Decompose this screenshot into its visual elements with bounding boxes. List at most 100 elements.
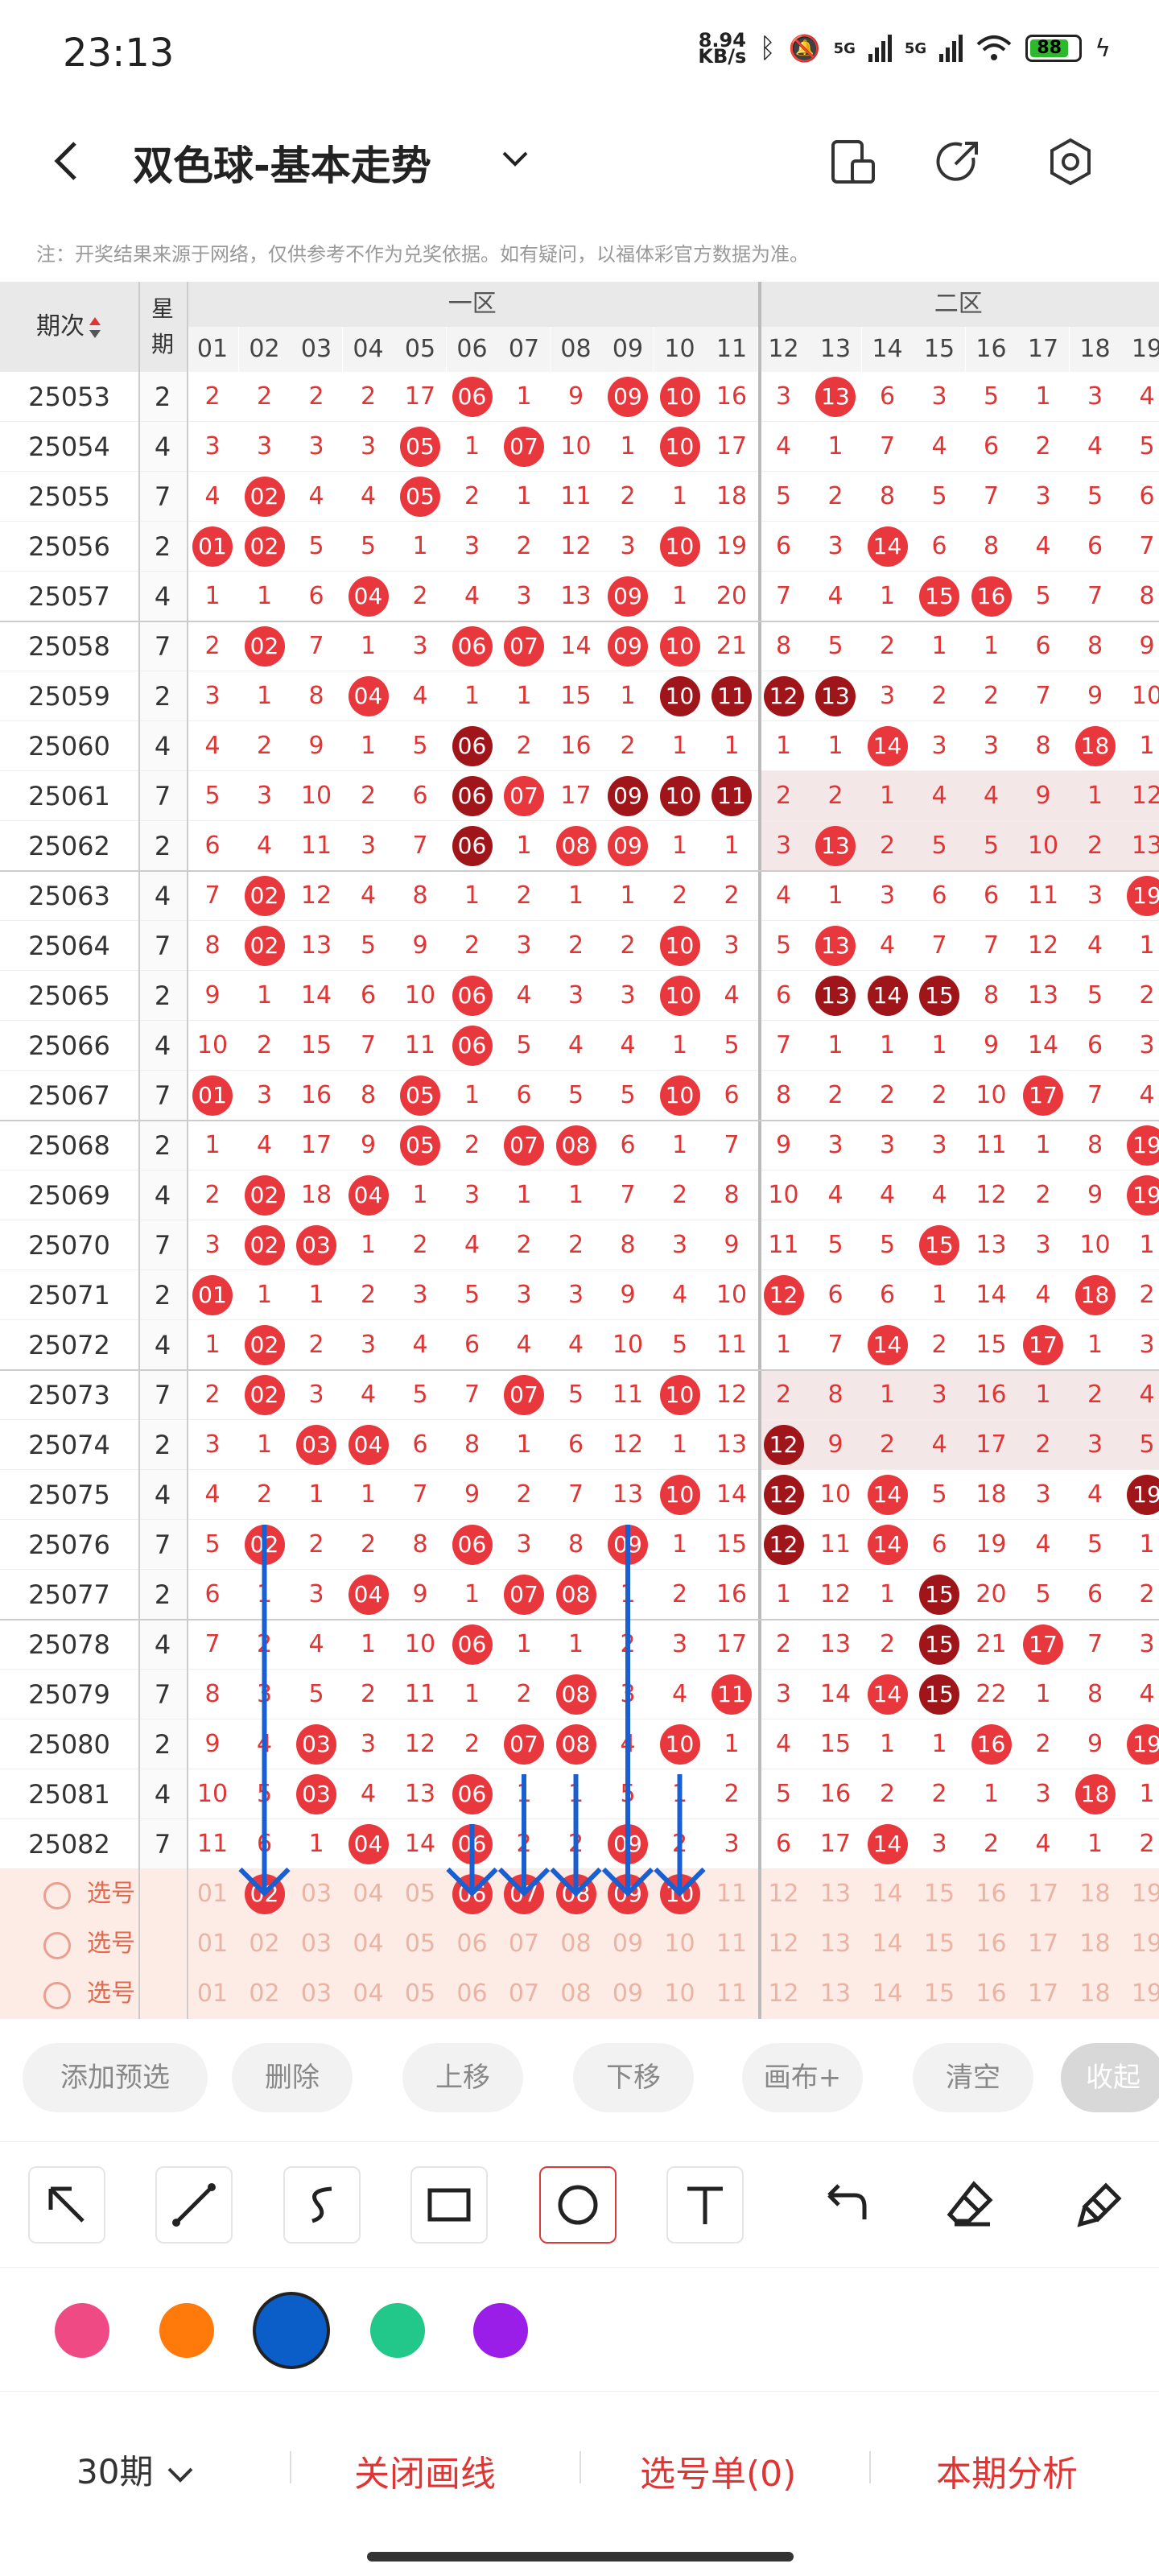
pick-number[interactable]: 15 (923, 1979, 955, 2008)
delete-button[interactable]: 删除 (232, 2043, 353, 2112)
color-swatch[interactable] (55, 2303, 109, 2358)
pick-number[interactable]: 18 (1079, 1880, 1111, 1908)
pick-number[interactable]: 10 (664, 1979, 695, 2008)
pick-number[interactable]: 09 (612, 1979, 644, 2008)
collapse-button[interactable]: 收起 (1061, 2043, 1159, 2112)
clear-button[interactable]: 清空 (913, 2043, 1033, 2112)
pick-number[interactable]: 04 (353, 1880, 384, 1908)
pick-number[interactable]: 18 (1079, 1930, 1111, 1958)
home-indicator[interactable] (367, 2552, 794, 2562)
omission-value: 1 (516, 832, 532, 860)
omission-value: 3 (1087, 1430, 1103, 1459)
pick-number[interactable]: 05 (404, 1979, 436, 2008)
omission-value: 7 (464, 1381, 481, 1409)
landscape-icon[interactable] (825, 134, 881, 190)
pick-radio[interactable] (43, 1932, 71, 1959)
pick-number[interactable]: 13 (819, 1979, 852, 2008)
pick-row[interactable]: 选号 01 02 03 04 05 06 07 08 09 10 11 12 13 14 15 16 17 18 19 (0, 1869, 1159, 1919)
omission-value: 10 (1131, 682, 1159, 710)
color-swatch[interactable] (370, 2303, 425, 2358)
pick-number[interactable]: 07 (508, 1979, 540, 2008)
period-selector[interactable]: 30期 (76, 2445, 196, 2494)
pick-number[interactable]: 14 (872, 1979, 903, 2008)
arrow-tool-icon[interactable] (28, 2166, 105, 2244)
pick-number[interactable]: 10 (664, 1930, 695, 1958)
clear-brush-icon[interactable] (1061, 2166, 1138, 2244)
omission-value: 1 (360, 1480, 377, 1509)
settings-icon[interactable] (1042, 134, 1099, 190)
color-swatch[interactable] (473, 2303, 528, 2358)
pick-number[interactable]: 12 (768, 1930, 799, 1958)
pick-number[interactable]: 06 (456, 1930, 488, 1958)
pick-number[interactable]: 13 (819, 1880, 852, 1908)
page-title[interactable]: 双色球-基本走势 (133, 142, 431, 189)
canvas-button[interactable]: 画布+ (742, 2043, 863, 2112)
ellipse-tool-icon[interactable] (539, 2166, 617, 2244)
pick-number[interactable]: 19 (1131, 1930, 1159, 1958)
pick-number[interactable]: 02 (249, 1979, 280, 2008)
period-id: 25078 (28, 1629, 110, 1660)
pick-number[interactable]: 12 (768, 1979, 799, 2008)
pick-number[interactable]: 03 (300, 1979, 332, 2008)
rectangle-tool-icon[interactable] (410, 2166, 488, 2244)
pick-number[interactable]: 04 (353, 1930, 384, 1958)
pick-row[interactable]: 选号 01 02 03 04 05 06 07 08 09 10 11 12 13 14 15 16 17 18 19 (0, 1969, 1159, 2019)
pick-number[interactable]: 17 (1027, 1880, 1059, 1908)
pick-number[interactable]: 01 (196, 1930, 229, 1958)
pick-number[interactable]: 05 (404, 1930, 436, 1958)
pick-radio[interactable] (43, 1982, 71, 2009)
eraser-icon[interactable] (932, 2166, 1009, 2244)
weekday: 2 (138, 1420, 187, 1470)
color-swatch[interactable] (253, 2292, 330, 2369)
back-icon[interactable] (44, 137, 93, 185)
trend-chart[interactable]: 期次星期一区 二区 01 02 03 04 05 06 07 08 09 10 11 12 13 14 15 16… (0, 282, 1159, 2029)
pick-number[interactable]: 07 (508, 1930, 540, 1958)
pick-number[interactable]: 03 (300, 1930, 332, 1958)
pick-number[interactable]: 11 (716, 1880, 748, 1908)
pick-number[interactable]: 16 (975, 1930, 1007, 1958)
pick-number[interactable]: 19 (1131, 1979, 1159, 2008)
pick-number[interactable]: 17 (1027, 1930, 1059, 1958)
pick-number[interactable]: 12 (768, 1880, 799, 1908)
color-swatch[interactable] (159, 2303, 214, 2358)
pick-number[interactable]: 15 (923, 1930, 955, 1958)
pick-number[interactable]: 18 (1079, 1979, 1111, 2008)
analysis-button[interactable]: 本期分析 (936, 2454, 1078, 2495)
pick-number[interactable]: 02 (249, 1930, 280, 1958)
pick-number[interactable]: 16 (975, 1880, 1007, 1908)
pick-number[interactable]: 11 (716, 1979, 748, 2008)
text-tool-icon[interactable] (666, 2166, 744, 2244)
undo-icon[interactable] (805, 2166, 882, 2244)
pick-list-button[interactable]: 选号单(0) (640, 2454, 797, 2495)
pick-number[interactable]: 15 (923, 1880, 955, 1908)
pick-number[interactable]: 01 (196, 1880, 229, 1908)
pick-number[interactable]: 14 (872, 1880, 903, 1908)
pick-number[interactable]: 16 (975, 1979, 1007, 2008)
pick-row[interactable]: 选号 01 02 03 04 05 06 07 08 09 10 11 12 13 14 15 16 17 18 19 (0, 1919, 1159, 1969)
pick-number[interactable]: 01 (196, 1979, 229, 2008)
line-tool-icon[interactable] (155, 2166, 233, 2244)
pick-number[interactable]: 08 (560, 1930, 592, 1958)
pick-number[interactable]: 13 (819, 1930, 852, 1958)
pick-number[interactable]: 06 (456, 1979, 488, 2008)
move-down-button[interactable]: 下移 (573, 2043, 694, 2112)
pick-number[interactable]: 14 (872, 1930, 903, 1958)
curve-tool-icon[interactable] (283, 2166, 361, 2244)
share-icon[interactable] (930, 134, 986, 190)
close-draw-button[interactable]: 关闭画线 (354, 2454, 496, 2495)
table-row: 25070 7 3 02 03 1 2 4 2 2 8 3 9 11 5 5 15 13 3 10 1 (0, 1220, 1159, 1270)
chevron-down-icon[interactable] (499, 143, 531, 175)
pick-number[interactable]: 17 (1027, 1979, 1059, 2008)
drawn-number-ball: 15 (919, 1225, 959, 1265)
move-up-button[interactable]: 上移 (402, 2043, 523, 2112)
pick-number[interactable]: 04 (353, 1979, 384, 2008)
pick-number[interactable]: 19 (1131, 1880, 1159, 1908)
pick-number[interactable]: 03 (300, 1880, 332, 1908)
pick-number[interactable]: 08 (560, 1979, 592, 2008)
pick-number[interactable]: 09 (612, 1930, 644, 1958)
pick-radio[interactable] (43, 1882, 71, 1909)
pick-number[interactable]: 11 (716, 1930, 748, 1958)
add-preselect-button[interactable]: 添加预选 (23, 2043, 208, 2112)
period-header[interactable]: 期次 (0, 282, 138, 372)
pick-number[interactable]: 05 (404, 1880, 436, 1908)
